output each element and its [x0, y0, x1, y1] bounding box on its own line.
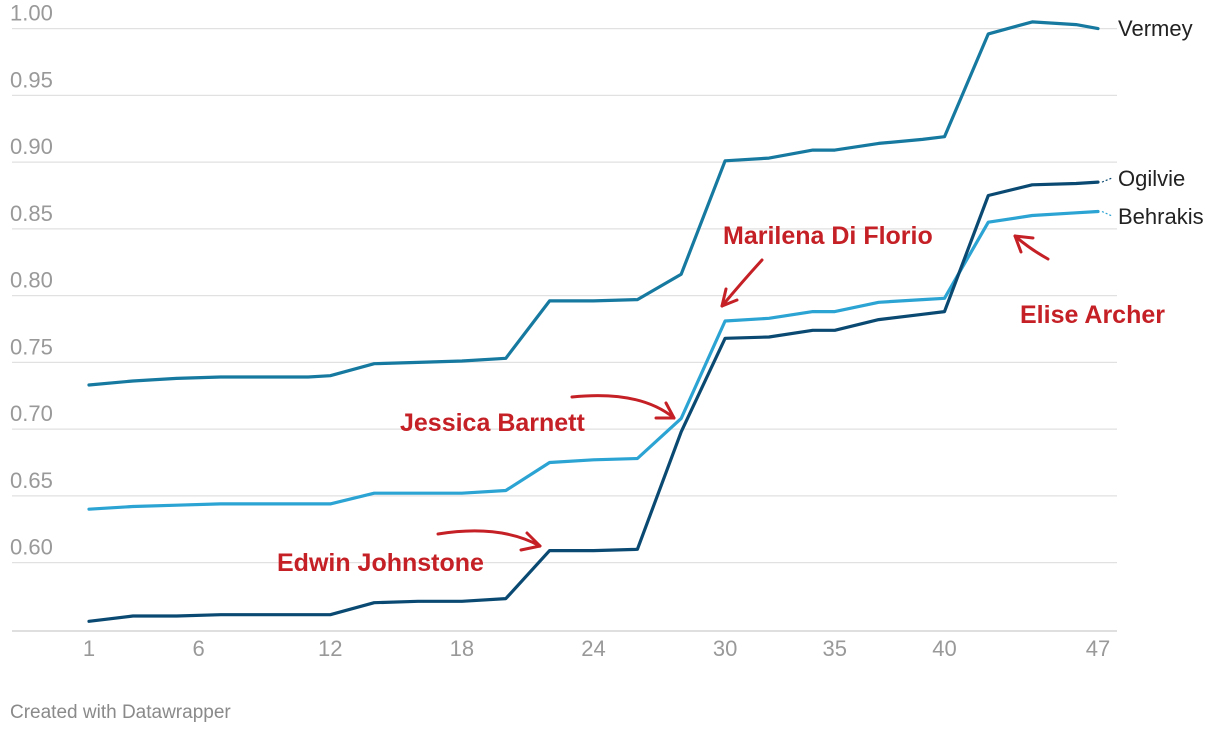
- annotation-arrow: [1013, 234, 1050, 261]
- x-tick-label: 6: [193, 636, 205, 661]
- y-tick-label: 0.80: [10, 268, 53, 293]
- annotation-arrowhead: [519, 531, 542, 552]
- annotation-label: Marilena Di Florio: [723, 222, 933, 250]
- y-tick-label: 0.65: [10, 468, 53, 493]
- x-tick-label: 30: [713, 636, 737, 661]
- annotations: Marilena Di Florio Jessica Barnett Edwin J…: [277, 222, 1165, 577]
- annotation-arrow: [570, 394, 676, 420]
- x-tick-label: 24: [581, 636, 605, 661]
- annotation-arrow: [720, 258, 764, 308]
- series-line-vermey: [87, 20, 1100, 387]
- series-label-behrakis: Behrakis: [1118, 204, 1204, 229]
- annotation-label: Elise Archer: [1020, 301, 1165, 329]
- y-tick-label: 0.60: [10, 535, 53, 560]
- series-line-ogilvie: [87, 180, 1100, 623]
- y-tick-label: 0.75: [10, 334, 53, 359]
- y-tick-label: 1.00: [10, 1, 53, 26]
- x-tick-label: 40: [932, 636, 956, 661]
- x-tick-label: 1: [83, 636, 95, 661]
- annotation-arrowhead: [654, 401, 676, 420]
- annotation-arrowhead: [1013, 234, 1035, 254]
- series-label-vermey: Vermey: [1118, 16, 1193, 41]
- footer-credit: Created with Datawrapper: [10, 702, 231, 723]
- series-lines: [87, 20, 1100, 623]
- series-label-connector: [1101, 210, 1113, 217]
- gridlines: [12, 28, 1117, 632]
- x-tick-label: 47: [1086, 636, 1110, 661]
- series-label-ogilvie: Ogilvie: [1118, 166, 1185, 191]
- annotation-arrowhead: [720, 287, 739, 308]
- annotation-label: Edwin Johnstone: [277, 549, 484, 577]
- y-tick-label: 0.90: [10, 134, 53, 159]
- x-tick-label: 35: [823, 636, 847, 661]
- annotation-arrow: [436, 529, 542, 548]
- x-tick-label: 18: [450, 636, 474, 661]
- series-labels: Vermey Ogilvie Behrakis: [1101, 16, 1204, 229]
- x-tick-label: 12: [318, 636, 342, 661]
- series-label-connector: [1101, 177, 1113, 183]
- y-tick-label: 0.85: [10, 201, 53, 226]
- series-line-behrakis: [87, 209, 1100, 511]
- y-tick-label: 0.70: [10, 401, 53, 426]
- y-tick-label: 0.95: [10, 67, 53, 92]
- x-axis-ticks: 1 6 12 18 24 30 35 40 47: [83, 636, 1110, 661]
- annotation-label: Jessica Barnett: [400, 409, 586, 437]
- y-axis-ticks: 0.60 0.65 0.70 0.75 0.80 0.85 0.90 0.95 1.00: [10, 1, 53, 560]
